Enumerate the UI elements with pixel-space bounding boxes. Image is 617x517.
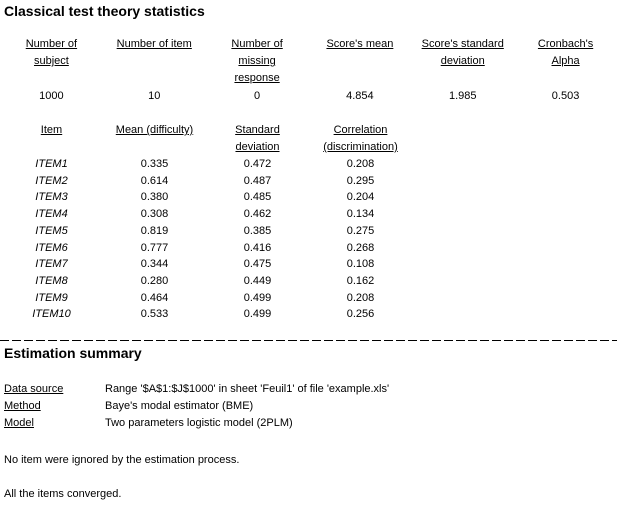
dashed-separator xyxy=(0,340,617,341)
table-row-item3: ITEM3 0.380 0.485 0.204 xyxy=(0,189,412,206)
item-mean-cell: 0.344 xyxy=(140,258,169,271)
item-name-cell: ITEM5 xyxy=(35,224,68,237)
item-name-cell: ITEM6 xyxy=(35,241,68,254)
item-mean-cell: 0.308 xyxy=(140,208,169,221)
header-standard-deviation: Standard deviation xyxy=(206,122,309,156)
item-sd-cell: 0.462 xyxy=(243,208,272,221)
method-label: Method xyxy=(4,400,41,412)
header-scores-mean-label: Score's mean xyxy=(326,38,394,50)
summary-statistics-table: Number of subject Number of item Number … xyxy=(0,36,617,105)
item-sd-cell: 0.472 xyxy=(243,158,272,170)
item-mean-cell: 0.464 xyxy=(140,291,169,304)
items-header-row: Item Mean (difficulty) Standard deviatio… xyxy=(0,122,412,156)
note-items-converged: All the items converged. xyxy=(4,488,122,500)
item-correlation-cell: 0.108 xyxy=(346,258,375,271)
value-scores-standard-deviation: 1.985 xyxy=(448,90,477,102)
header-number-of-item: Number of item xyxy=(103,36,206,87)
header-number-of-missing-response-label: Number of missing response xyxy=(231,38,283,84)
value-number-of-subject: 1000 xyxy=(39,90,64,102)
method-value: Baye's modal estimator (BME) xyxy=(105,400,254,412)
value-number-of-missing-response: 0 xyxy=(254,90,261,102)
table-row-item5: ITEM5 0.819 0.385 0.275 xyxy=(0,223,412,240)
item-sd-cell: 0.499 xyxy=(243,291,272,304)
item-sd-cell: 0.475 xyxy=(243,258,272,271)
item-name-cell: ITEM3 xyxy=(35,191,68,204)
item-correlation-cell: 0.268 xyxy=(346,241,375,254)
table-row-item1: ITEM1 0.335 0.472 0.208 xyxy=(0,156,412,173)
table-row-item8: ITEM8 0.280 0.449 0.162 xyxy=(0,273,412,290)
item-statistics-table: Item Mean (difficulty) Standard deviatio… xyxy=(0,122,412,323)
item-name-cell: ITEM4 xyxy=(35,208,68,221)
data-source-value: Range '$A$1:$J$1000' in sheet 'Feuil1' o… xyxy=(105,383,390,395)
value-cronbachs-alpha: 0.503 xyxy=(551,90,580,102)
value-scores-mean: 4.854 xyxy=(346,90,374,102)
item-sd-cell: 0.499 xyxy=(243,308,272,321)
item-sd-cell: 0.416 xyxy=(243,241,272,254)
page-title: Classical test theory statistics xyxy=(4,3,205,19)
item-correlation-cell: 0.162 xyxy=(346,274,375,287)
model-value: Two parameters logistic model (2PLM) xyxy=(105,417,293,429)
header-item-label: Item xyxy=(40,124,63,136)
data-source-row: Data source Range '$A$1:$J$1000' in shee… xyxy=(4,381,389,398)
summary-header-row: Number of subject Number of item Number … xyxy=(0,36,617,87)
summary-values-row: 1000 10 0 4.854 1.985 0.503 xyxy=(0,87,617,105)
item-name-cell: ITEM7 xyxy=(35,258,68,271)
table-row-item4: ITEM4 0.308 0.462 0.134 xyxy=(0,206,412,223)
header-scores-mean: Score's mean xyxy=(308,36,411,87)
item-sd-cell: 0.487 xyxy=(243,174,272,187)
item-correlation-cell: 0.208 xyxy=(346,291,375,304)
model-label: Model xyxy=(4,417,34,429)
header-item: Item xyxy=(0,122,103,156)
header-number-of-item-label: Number of item xyxy=(116,38,192,50)
header-scores-standard-deviation: Score's standard deviation xyxy=(411,36,514,87)
item-mean-cell: 0.280 xyxy=(140,274,169,287)
item-mean-cell: 0.819 xyxy=(140,224,169,237)
table-row-item6: ITEM6 0.777 0.416 0.268 xyxy=(0,240,412,257)
header-number-of-missing-response: Number of missing response xyxy=(206,36,309,87)
model-row: Model Two parameters logistic model (2PL… xyxy=(4,415,389,432)
table-row-item9: ITEM9 0.464 0.499 0.208 xyxy=(0,290,412,307)
item-mean-cell: 0.614 xyxy=(140,174,169,187)
estimation-summary-title: Estimation summary xyxy=(4,345,142,361)
data-source-label: Data source xyxy=(4,383,64,395)
header-cronbachs-alpha-label: Cronbach's Alpha xyxy=(537,38,594,67)
header-mean-difficulty: Mean (difficulty) xyxy=(103,122,206,156)
item-name-cell: ITEM8 xyxy=(35,274,68,287)
item-sd-cell: 0.485 xyxy=(243,191,272,204)
header-number-of-subject: Number of subject xyxy=(0,36,103,87)
item-mean-cell: 0.335 xyxy=(140,158,169,170)
header-correlation-discrimination-label: Correlation (discrimination) xyxy=(323,124,398,153)
item-sd-cell: 0.449 xyxy=(243,274,272,287)
table-row-item7: ITEM7 0.344 0.475 0.108 xyxy=(0,256,412,273)
header-standard-deviation-label: Standard deviation xyxy=(235,124,280,153)
header-scores-standard-deviation-label: Score's standard deviation xyxy=(421,38,504,67)
item-correlation-cell: 0.204 xyxy=(346,191,375,204)
header-number-of-subject-label: Number of subject xyxy=(25,38,78,67)
table-row-item10: ITEM10 0.533 0.499 0.256 xyxy=(0,306,412,323)
value-number-of-item: 10 xyxy=(148,90,161,102)
item-name-cell: ITEM9 xyxy=(35,291,68,304)
estimation-details: Data source Range '$A$1:$J$1000' in shee… xyxy=(4,381,389,432)
item-name-cell: ITEM1 xyxy=(35,158,68,170)
header-mean-difficulty-label: Mean (difficulty) xyxy=(115,124,194,136)
item-sd-cell: 0.385 xyxy=(243,224,272,237)
item-correlation-cell: 0.256 xyxy=(346,308,375,321)
item-name-cell: ITEM10 xyxy=(32,308,71,321)
item-name-cell: ITEM2 xyxy=(35,174,68,187)
item-correlation-cell: 0.208 xyxy=(346,158,375,170)
item-mean-cell: 0.533 xyxy=(140,308,169,321)
item-mean-cell: 0.380 xyxy=(140,191,169,204)
item-mean-cell: 0.777 xyxy=(140,241,169,254)
note-items-ignored: No item were ignored by the estimation p… xyxy=(4,454,240,466)
item-correlation-cell: 0.275 xyxy=(346,224,375,237)
item-correlation-cell: 0.295 xyxy=(346,174,375,187)
table-row-item2: ITEM2 0.614 0.487 0.295 xyxy=(0,173,412,190)
header-correlation-discrimination: Correlation (discrimination) xyxy=(309,122,412,156)
item-correlation-cell: 0.134 xyxy=(346,208,375,221)
header-cronbachs-alpha: Cronbach's Alpha xyxy=(514,36,617,87)
method-row: Method Baye's modal estimator (BME) xyxy=(4,398,389,415)
